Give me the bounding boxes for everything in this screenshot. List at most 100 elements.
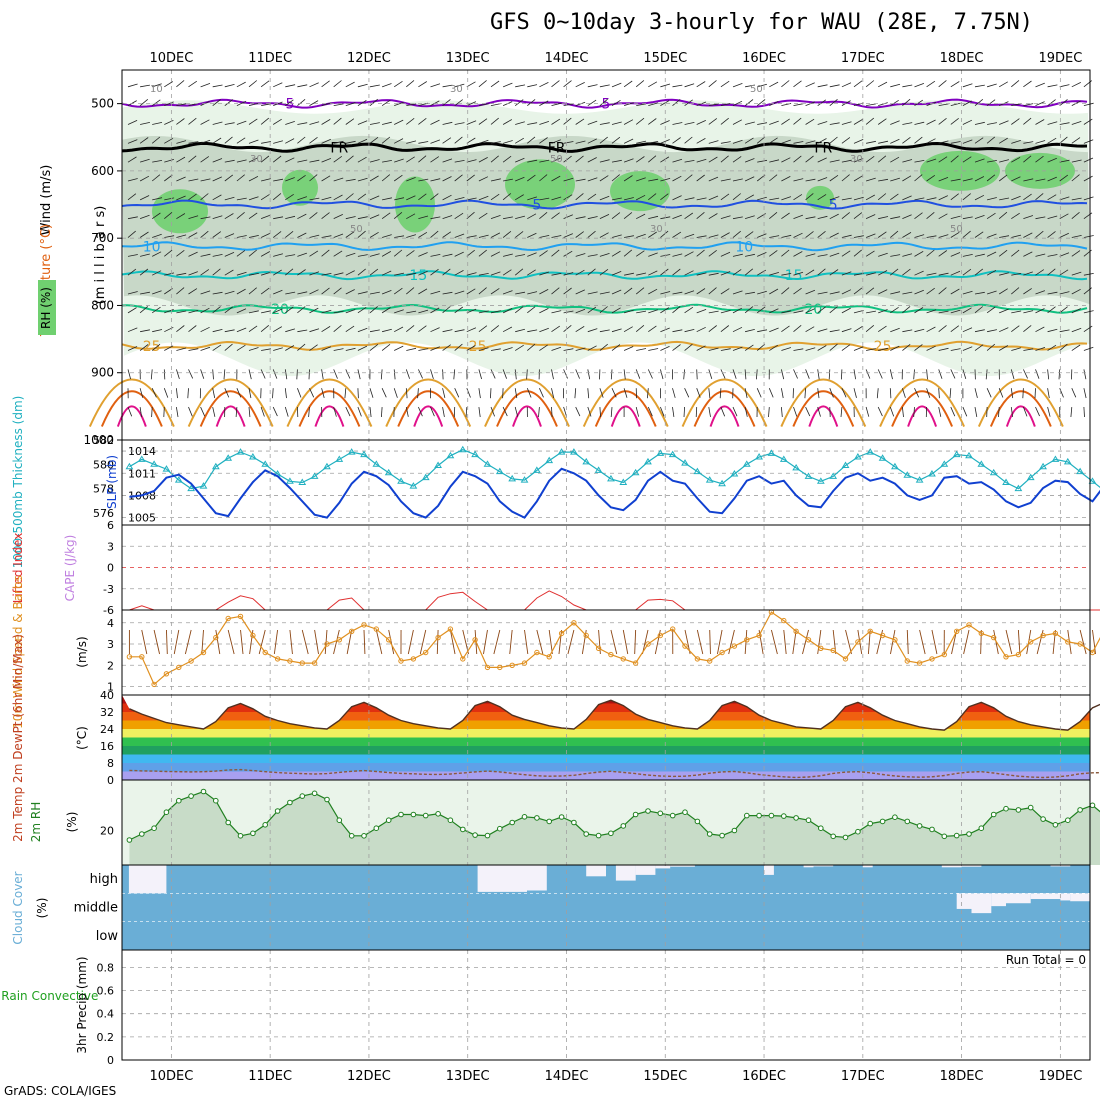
rh2m-point-28 (473, 833, 478, 838)
cloud-clear-6 (655, 865, 670, 868)
slp-line (129, 448, 1100, 517)
barb-923-31 (503, 388, 504, 398)
lifted-index-tick-3: -3 (103, 583, 114, 596)
cloud-clear-2 (527, 865, 547, 891)
x-tick-bottom-7: 17DEC (841, 1069, 885, 1084)
rh2m-point-50 (745, 813, 750, 818)
rh2m-point-10 (251, 831, 256, 836)
cloud-clear-5 (636, 865, 656, 875)
wind-barb-23 (408, 630, 413, 654)
x-tick-bottom-6: 16DEC (742, 1069, 786, 1084)
lifted-index-tick-0: 6 (107, 519, 114, 532)
wind-barb-49 (729, 630, 735, 654)
rh-contour-label-1: 30 (250, 154, 263, 165)
rh2m-point-2 (152, 826, 157, 831)
wind-barb-34 (549, 630, 552, 654)
run-total-label: Run Total = 0 (1006, 953, 1086, 967)
rh-contour-label-5: 30 (650, 224, 663, 235)
rh2m-point-3 (164, 810, 169, 815)
rh2m-point-58 (843, 835, 848, 840)
rh2m-point-33 (535, 816, 540, 821)
lifted-index-tick-1: 3 (107, 540, 114, 553)
wind-barb-15 (315, 630, 319, 654)
cloud-clear-16 (972, 893, 992, 913)
rh2m-point-27 (461, 827, 466, 832)
wind-barb-13 (290, 630, 293, 654)
wind-barb-58 (846, 630, 852, 654)
rh2m-point-56 (819, 826, 824, 831)
cloud-clear-18 (1006, 893, 1031, 903)
barb-923-19 (358, 388, 359, 398)
cloud-clear-15 (957, 893, 972, 909)
wind-barb-39 (611, 630, 617, 654)
wind-barb-30 (494, 630, 500, 654)
wind-barb-36 (568, 630, 574, 654)
rh2m-point-71 (1004, 806, 1009, 811)
x-tick-bottom-2: 12DEC (347, 1069, 391, 1084)
rh2m-point-17 (337, 818, 342, 823)
temp-contour-label-3-0: 10 (143, 239, 161, 255)
rh2m-point-29 (485, 833, 490, 838)
cloud-clear-4 (616, 865, 636, 881)
x-tick-bottom-3: 13DEC (446, 1069, 490, 1084)
rh2m-point-57 (831, 834, 836, 839)
cloud-clear-20 (1060, 893, 1070, 900)
barb-923-75 (1035, 388, 1036, 398)
temp-tick-5: 40 (100, 689, 114, 702)
rh2m-point-53 (782, 814, 787, 819)
profile-ytick-label-0: 500 (91, 97, 114, 111)
rh2m-point-64 (917, 824, 922, 829)
cloud-clear-8 (764, 865, 774, 875)
temp-band-0 (122, 772, 1090, 781)
barb-951-47 (696, 407, 697, 417)
rh2m-point-9 (238, 834, 243, 839)
wind-barb-40 (623, 630, 627, 654)
barb-895-3 (164, 369, 165, 379)
rh2m-point-41 (633, 812, 638, 817)
x-tick-top-4: 14DEC (545, 51, 589, 66)
wind-tick-1: 2 (107, 659, 114, 672)
rh2m-point-30 (498, 826, 503, 831)
rh2m-point-0 (127, 838, 132, 843)
rh2m-point-15 (312, 791, 317, 796)
rh2m-point-12 (275, 809, 280, 814)
rh-blob-7 (1005, 153, 1075, 189)
rh2m-point-40 (621, 824, 626, 829)
rh2m-point-22 (399, 812, 404, 817)
wind-barb-14 (302, 630, 308, 654)
rh2m-point-48 (720, 833, 725, 838)
cloud-clear-3 (586, 865, 606, 876)
rh2m-point-70 (991, 812, 996, 817)
rh2m-tick-0: 20 (100, 825, 114, 838)
temp-tick-2: 16 (100, 740, 114, 753)
rh2m-point-46 (695, 819, 700, 824)
lifted-index-tick-2: 0 (107, 562, 114, 575)
rh-blob-1 (282, 170, 318, 206)
rh-contour-label-0: 10 (150, 84, 163, 95)
rh2m-point-60 (868, 821, 873, 826)
cloud-clear-19 (1031, 893, 1061, 899)
precip-unit-label: 3hr Precip (mm) (75, 956, 89, 1053)
rh2m-point-36 (572, 820, 577, 825)
x-tick-bottom-9: 19DEC (1038, 1069, 1082, 1084)
rh2m-point-55 (806, 818, 811, 823)
x-tick-bottom-8: 18DEC (940, 1069, 984, 1084)
rh2m-point-35 (559, 815, 564, 820)
cloud-row-label-0: high (90, 872, 118, 887)
cape-label: CAPE (J/kg) (63, 535, 77, 602)
cloud-row-label-1: middle (74, 901, 118, 916)
cloud-clear-17 (991, 893, 1006, 906)
rh2m-point-32 (522, 815, 527, 820)
thickness-line (129, 450, 1100, 523)
x-tick-top-5: 15DEC (643, 51, 687, 66)
cloud-clear-0 (129, 865, 167, 893)
temp-contour-label-3-1: 10 (735, 239, 753, 255)
wind-barb-68 (964, 630, 969, 654)
rh2m-point-4 (177, 798, 182, 803)
rh2m-point-47 (707, 832, 712, 837)
x-tick-top-6: 16DEC (742, 51, 786, 66)
rh2m-point-67 (954, 833, 959, 838)
temp-band-1 (122, 763, 1090, 772)
temp-contour-label-6-2: 25 (874, 339, 892, 355)
cloud-unit-label: (%) (35, 898, 49, 919)
